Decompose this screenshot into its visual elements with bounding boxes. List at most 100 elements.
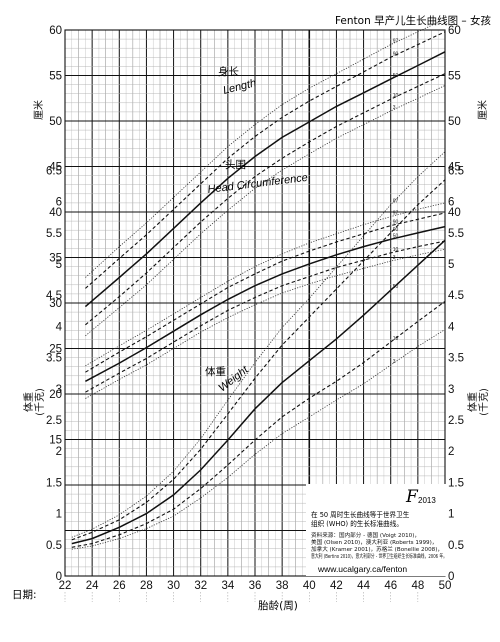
x-tick-label: 46 [384,580,397,592]
head-p10-label: 10 [393,247,399,253]
x-axis-title: 胎龄(周) [258,599,298,612]
weight-p90-curve [71,179,446,541]
left-tick-label: 50 [49,116,62,128]
left-kg-tick-label: 3.5 [46,353,62,365]
length-p10-label: 10 [393,93,399,99]
length-p3-label: 3 [393,105,396,111]
ref-line-1: 资料来源：国内部分 - 德国 (Voigt 2010)， [311,531,420,539]
fenton-logo: F [405,487,419,507]
left-tick-label: 20 [49,389,62,401]
x-tick-label: 32 [194,580,207,592]
right-kg-tick-label: 4.5 [448,290,464,302]
head-p3-curve [85,248,446,399]
x-tick-label: 30 [167,580,180,592]
left-kg-tick-label: 4 [56,321,63,333]
x-tick-label: 22 [59,580,72,592]
left-weight-label-2: (千克) [34,388,46,416]
x-tick-label: 44 [357,580,370,592]
head-label-cn: 头围 [225,159,246,171]
weight-label-cn: 体重 [205,365,226,378]
weight-p97-curve [71,151,446,538]
weight-p3-curve [71,329,446,550]
length-label-cn: 身长 [218,65,239,78]
left-kg-tick-label: 5.5 [46,228,62,240]
right-tick-label: 55 [448,71,461,83]
head-p97-curve [85,202,446,367]
left-tick-label: 15 [49,435,62,447]
right-tick-label: 60 [448,25,461,37]
left-axis-label-cm: 厘米 [32,100,45,120]
length-p50-label: 50 [393,73,399,79]
x-tick-label: 40 [303,580,316,592]
weight-p90-label: 90 [393,227,399,233]
left-kg-tick-label: 1.5 [46,477,62,489]
left-kg-tick-label: 0 [56,571,62,583]
right-tick-label: 40 [448,207,461,219]
right-kg-tick-label: 3.5 [448,353,464,365]
ref-line-2: 美国 (Olsen 2010)，澳大利亚 (Roberts 1999)， [311,538,437,546]
weight-p10-label: 10 [393,336,399,342]
right-tick-label: 50 [448,116,461,128]
plot-frame [64,29,446,577]
x-tick-label: 24 [86,580,99,592]
right-kg-tick-label: 2 [448,446,454,458]
right-weight-label-2: (千克) [478,388,490,416]
source-url: www.ucalgary.ca/fenton [317,564,407,574]
right-kg-tick-label: 1.5 [448,477,464,489]
fenton-logo-year: 2013 [418,496,436,505]
x-tick-label: 42 [330,580,343,592]
chart-title: Fenton 早产儿生长曲线图 – 女孩 [335,14,492,27]
right-kg-tick-label: 1 [448,509,454,521]
length-p97-label: 97 [393,39,399,45]
weight-p10-curve [71,300,446,548]
left-kg-tick-label: 6 [56,197,62,209]
notes-box: F 2013 在 50 周时生长曲线等于世界卫生 组织 (WHO) 的生长标准曲… [306,484,448,576]
length-p90-label: 90 [393,51,399,57]
head-p3-label: 3 [393,255,396,261]
right-kg-tick-label: 0.5 [448,540,464,552]
right-kg-tick-label: 5 [448,259,454,271]
weight-p3-label: 3 [393,359,396,365]
left-tick-label: 30 [49,298,62,310]
length-label-en: Length [222,77,258,97]
x-tick-label: 48 [411,580,424,592]
left-kg-tick-label: 0.5 [46,540,62,552]
left-tick-label: 45 [49,162,62,174]
left-kg-tick-label: 2 [56,446,62,458]
head-p90-label: 90 [393,220,399,226]
who-text-line-2: 组织 (WHO) 的生长标准曲线。 [311,519,403,528]
right-kg-tick-label: 0 [448,571,454,583]
chart-annotations: 身长 Length 头围 Head Circumference 体重 Weigh… [205,65,308,394]
who-text-line-1: 在 50 周时生长曲线等于世界卫生 [311,510,410,519]
head-p97-label: 97 [393,211,399,217]
right-weight-label-1: 体重 [466,392,479,412]
left-tick-label: 55 [49,71,62,83]
ref-line-3: 加拿大 (Kramer 2001)，苏格兰 (Bonellie 2008)， [311,545,443,553]
x-tick-label: 36 [249,580,262,592]
left-tick-label: 60 [49,25,62,37]
length-p97-curve [85,18,446,278]
left-tick-label: 35 [49,253,62,265]
right-axis-label-cm: 厘米 [476,100,489,120]
right-tick-label: 45 [448,162,461,174]
head-p50-label: 50 [393,233,399,239]
left-weight-label-1: 体重 [22,392,35,412]
length-p50-curve [84,51,446,308]
x-tick-label: 28 [140,580,153,592]
left-kg-tick-label: 1 [56,509,62,521]
right-kg-tick-label: 6 [448,197,454,209]
weight-p97-label: 97 [393,199,399,205]
head-p90-curve [85,212,446,373]
right-kg-tick-label: 6.5 [448,165,464,177]
x-tick-label: 34 [221,580,234,592]
length-p90-curve [85,31,446,289]
right-kg-tick-label: 5.5 [448,228,464,240]
x-tick-label: 50 [439,580,452,592]
left-kg-tick-label: 2.5 [46,415,62,427]
head-p10-curve [85,240,446,393]
date-label: 日期: [12,589,37,601]
x-tick-label: 26 [113,580,126,592]
left-kg-tick-label: 5 [56,259,62,271]
